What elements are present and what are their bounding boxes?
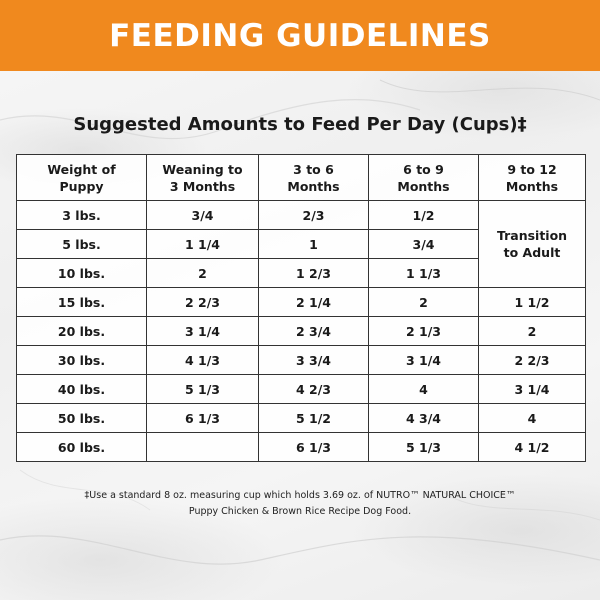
table-row: 3 lbs. 3/4 2/3 1/2 Transition to Adult — [16, 200, 586, 288]
amount-cell: 5 1/3 — [146, 374, 259, 404]
header-3-6-months: 3 to 6 Months — [258, 154, 369, 201]
amount-cell: 1 1/4 — [146, 229, 259, 259]
amount-cell: 2/3 — [258, 200, 369, 230]
amount-cell: 3 1/4 — [478, 374, 586, 404]
weight-cell: 40 lbs. — [16, 374, 147, 404]
table-row: 60 lbs. 6 1/3 5 1/3 4 1/2 — [16, 432, 586, 462]
amount-cell: 4 1/3 — [146, 345, 259, 375]
amount-cell: 1/2 — [368, 200, 479, 230]
table-row: 20 lbs. 3 1/4 2 3/4 2 1/3 2 — [16, 316, 586, 346]
amount-cell: 1 2/3 — [258, 258, 369, 288]
amount-cell: 3/4 — [146, 200, 259, 230]
header-weaning: Weaning to 3 Months — [146, 154, 259, 201]
table-subtitle: Suggested Amounts to Feed Per Day (Cups)… — [73, 114, 527, 135]
header-banner: FEEDING GUIDELINES — [0, 0, 600, 71]
amount-cell: 4 1/2 — [478, 432, 586, 462]
amount-cell: 1 1/3 — [368, 258, 479, 288]
amount-cell: 4 2/3 — [258, 374, 369, 404]
footnote-line-1: ‡Use a standard 8 oz. measuring cup whic… — [84, 490, 516, 501]
amount-cell: 2 3/4 — [258, 316, 369, 346]
header-6-9-months: 6 to 9 Months — [368, 154, 479, 201]
amount-cell: 6 1/3 — [146, 403, 259, 433]
weight-cell: 20 lbs. — [16, 316, 147, 346]
weight-cell: 15 lbs. — [16, 287, 147, 317]
amount-cell: 5 1/3 — [368, 432, 479, 462]
amount-cell: 2 — [478, 316, 586, 346]
table-row: 10 lbs. 2 1 2/3 1 1/3 — [16, 258, 586, 288]
footnote: ‡Use a standard 8 oz. measuring cup whic… — [0, 488, 600, 520]
weight-cell: 60 lbs. — [16, 432, 147, 462]
amount-cell: 2 2/3 — [146, 287, 259, 317]
weight-cell: 30 lbs. — [16, 345, 147, 375]
table-row: 15 lbs. 2 2/3 2 1/4 2 1 1/2 — [16, 287, 586, 317]
amount-cell: 3 1/4 — [146, 316, 259, 346]
amount-cell: 2 2/3 — [478, 345, 586, 375]
table-row: 30 lbs. 4 1/3 3 3/4 3 1/4 2 2/3 — [16, 345, 586, 375]
transition-cell: Transition to Adult — [478, 200, 586, 288]
amount-cell: 3/4 — [368, 229, 479, 259]
amount-cell: 2 1/3 — [368, 316, 479, 346]
header-9-12-months: 9 to 12 Months — [478, 154, 586, 201]
amount-cell: 2 1/4 — [258, 287, 369, 317]
feeding-table: Weight of Puppy Weaning to 3 Months 3 to 6… — [16, 154, 586, 462]
weight-cell: 5 lbs. — [16, 229, 147, 259]
footnote-line-2: Puppy Chicken & Brown Rice Recipe Dog Fo… — [188, 506, 412, 517]
amount-cell: 4 — [478, 403, 586, 433]
weight-cell: 50 lbs. — [16, 403, 147, 433]
amount-cell: 3 1/4 — [368, 345, 479, 375]
amount-cell: 2 — [146, 258, 259, 288]
amount-cell: 4 — [368, 374, 479, 404]
amount-cell: 2 — [368, 287, 479, 317]
table-row: 40 lbs. 5 1/3 4 2/3 4 3 1/4 — [16, 374, 586, 404]
table-header-row: Weight of Puppy Weaning to 3 Months 3 to 6… — [16, 154, 586, 201]
amount-cell — [146, 432, 259, 462]
amount-cell: 1 — [258, 229, 369, 259]
weight-cell: 10 lbs. — [16, 258, 147, 288]
header-weight: Weight of Puppy — [16, 154, 147, 201]
table-row: 50 lbs. 6 1/3 5 1/2 4 3/4 4 — [16, 403, 586, 433]
amount-cell: 5 1/2 — [258, 403, 369, 433]
amount-cell: 1 1/2 — [478, 287, 586, 317]
amount-cell: 3 3/4 — [258, 345, 369, 375]
table-row: 5 lbs. 1 1/4 1 3/4 — [16, 229, 586, 259]
page-title: FEEDING GUIDELINES — [109, 17, 491, 54]
amount-cell: 6 1/3 — [258, 432, 369, 462]
amount-cell: 4 3/4 — [368, 403, 479, 433]
weight-cell: 3 lbs. — [16, 200, 147, 230]
